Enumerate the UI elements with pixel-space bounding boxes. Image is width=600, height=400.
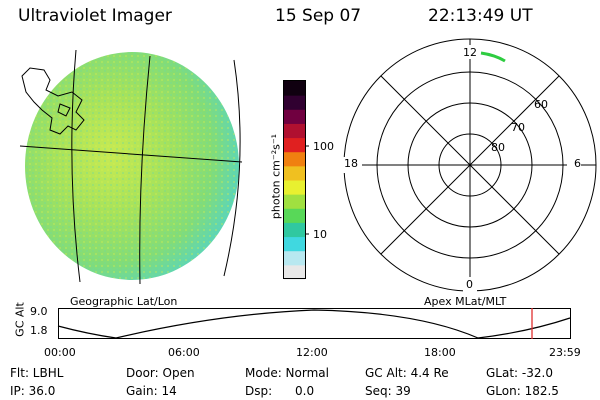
- gc-altitude-plot: [57, 308, 571, 339]
- time-tick: 06:00: [168, 346, 200, 359]
- instrument-title: Ultraviolet Imager: [18, 6, 172, 26]
- longitude-line: [139, 55, 151, 285]
- colorbar-stripe: [284, 151, 305, 167]
- mode-info: Mode: Normal: [245, 366, 329, 380]
- longitude-line: [223, 59, 241, 277]
- colorbar-stripe: [284, 165, 305, 181]
- colorbar-stripe: [284, 250, 305, 266]
- colorbar-stripe: [284, 208, 305, 223]
- time-tick: 12:00: [296, 346, 328, 359]
- geo-latitude-info: GLat: -32.0: [486, 366, 553, 380]
- colorbar-tick-100: 100: [313, 140, 334, 153]
- mlt-label-6: 6: [574, 157, 581, 170]
- colorbar-stripe: [284, 123, 305, 139]
- polar-panel-label: Apex MLat/MLT: [424, 295, 507, 308]
- time-tick: 23:59: [549, 346, 581, 359]
- colorbar-tick-10: 10: [313, 228, 327, 241]
- ip-info: IP: 36.0: [10, 384, 56, 398]
- altitude-tick-9: 9.0: [30, 305, 48, 318]
- mlat-label-80: 80: [491, 141, 505, 154]
- colorbar: [283, 80, 309, 280]
- filter-info: Flt: LBHL: [10, 366, 64, 380]
- mlat-label-60: 60: [534, 98, 548, 111]
- time-tick: 00:00: [44, 346, 76, 359]
- colorbar-stripe: [284, 109, 305, 124]
- mlt-label-12: 12: [463, 46, 477, 59]
- polar-mlat-mlt-panel: [342, 38, 597, 293]
- colorbar-stripe: [284, 95, 305, 110]
- plot-frame: [58, 308, 571, 339]
- colorbar-stripe: [284, 236, 305, 252]
- colorbar-stripe: [284, 222, 305, 238]
- latitude-line: [19, 145, 243, 163]
- altitude-axis-title: GC Alt: [13, 302, 27, 337]
- geographic-panel-label: Geographic Lat/Lon: [70, 295, 178, 308]
- header-time: 22:13:49 UT: [428, 6, 533, 26]
- colorbar-stripe: [284, 194, 305, 209]
- colorbar-stripe: [284, 137, 305, 153]
- time-tick: 18:00: [424, 346, 456, 359]
- door-info: Door: Open: [126, 366, 195, 380]
- auroral-arc: [480, 51, 506, 63]
- colorbar-stripe: [284, 81, 305, 96]
- sequence-info: Seq: 39: [365, 384, 411, 398]
- gc-altitude-info: GC Alt: 4.4 Re: [365, 366, 449, 380]
- geo-longitude-info: GLon: 182.5: [486, 384, 559, 398]
- altitude-curve: [57, 309, 571, 339]
- geographic-image-panel: [19, 49, 243, 285]
- colorbar-stripe: [284, 264, 305, 280]
- coastline: [21, 67, 85, 135]
- longitude-line: [71, 49, 81, 283]
- colorbar-unit-label: photon cm⁻²s⁻¹: [269, 133, 283, 220]
- mlat-label-70: 70: [511, 121, 525, 134]
- gain-info: Gain: 14: [126, 384, 177, 398]
- mlt-label-0: 0: [466, 278, 473, 291]
- altitude-tick-1-8: 1.8: [30, 324, 48, 337]
- dsp-info: Dsp: 0.0: [245, 384, 315, 398]
- header-date: 15 Sep 07: [275, 6, 362, 26]
- mlt-label-18: 18: [344, 157, 358, 170]
- colorbar-stripe: [284, 180, 305, 195]
